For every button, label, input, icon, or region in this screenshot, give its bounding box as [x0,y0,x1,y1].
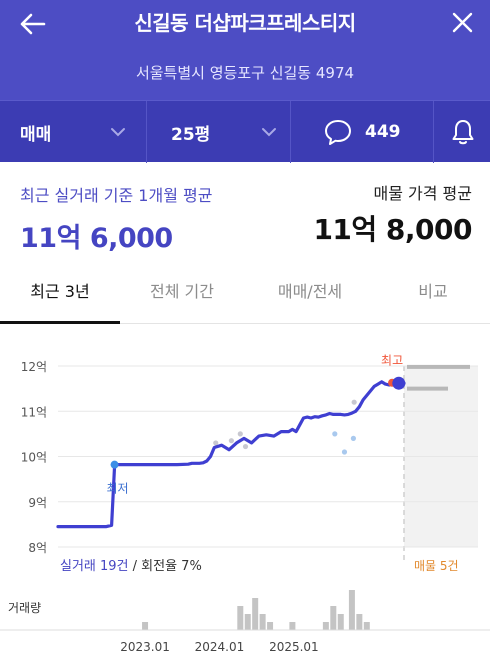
alarm-button[interactable] [434,101,490,163]
volume-bar [237,606,244,630]
address-text: 서울특별시 영등포구 신길동 4974 [135,64,355,82]
divider [146,101,147,163]
bell-icon [452,120,474,145]
recent-trade-value: 11억 6,000 [20,223,173,254]
high-point-label: 최고 [381,354,403,368]
trade-dot-blue [350,435,357,441]
price-line [56,380,406,529]
trade-dot [242,443,249,450]
volume-bar [289,622,296,630]
chevron-down-icon [111,128,125,137]
page-title: 신길동 더샵파크프레스티지 [134,11,356,35]
arrow-left-icon[interactable] [14,8,50,40]
x-tick-label: 2023.01 [120,640,170,654]
volume-bar [356,614,363,630]
x-tick-label: 2024.01 [195,640,245,654]
trade-count-legend: 실거래 19건 / 회전율 7% [60,559,202,574]
tab-recent-3y[interactable]: 최근 3년 [30,282,90,301]
trade-dot [351,399,357,405]
y-tick-label: 11억 [21,405,47,419]
tab-all-period[interactable]: 전체 기간 [150,282,214,301]
volume-bar [267,622,274,630]
volume-label: 거래량 [8,601,41,615]
period-tabs: 최근 3년 전체 기간 매매/전세 비교 [0,262,490,324]
low-point-marker [110,460,119,469]
divider [290,101,291,163]
filter-bar: 매매 25평 449 [0,100,490,163]
asking-price-value: 11억 8,000 [313,213,472,246]
y-tick-label: 12억 [21,360,47,374]
trade-dot-blue [332,431,338,437]
trade-type-label: 매매 [20,124,52,145]
close-icon[interactable] [444,8,480,40]
listing-count-legend: 매물 5건 [414,559,459,573]
y-tick-label: 8억 [28,541,47,555]
asking-range-bar [407,364,470,369]
recent-trade-label: 최근 실거래 기준 1개월 평균 [20,186,213,205]
volume-bar [348,590,355,630]
area-select[interactable]: 25평 [147,101,290,163]
speech-bubble-icon [325,120,351,145]
trade-dot [213,440,219,446]
volume-bar [252,598,259,630]
tab-trade-lease[interactable]: 매매/전세 [277,282,343,301]
volume-bar [337,614,344,630]
trade-dot [228,438,234,444]
asking-price-label: 매물 가격 평균 [373,184,473,203]
y-tick-label: 9억 [28,496,47,510]
volume-bar [142,622,149,630]
header: 신길동 더샵파크프레스티지 서울특별시 영등포구 신길동 4974 [0,0,490,100]
volume-bar [363,622,370,630]
volume-bar [322,622,329,630]
low-point-label: 최저 [107,482,129,496]
trade-dot [237,431,243,437]
trade-type-select[interactable]: 매매 [0,101,146,163]
x-tick-label: 2025.01 [269,640,319,654]
price-summary: 최근 실거래 기준 1개월 평균 11억 6,000 매물 가격 평균 11억 … [0,162,490,262]
tab-compare[interactable]: 비교 [418,282,448,301]
area-label: 25평 [171,124,211,145]
asking-range-bar [407,386,448,391]
chevron-down-icon [262,128,276,137]
current-point-marker [392,376,406,390]
y-tick-label: 10억 [21,451,47,465]
turnover-rate: / 회전율 7% [129,559,202,574]
volume-bar [244,614,251,630]
trade-dot-blue [341,449,348,455]
comments-button[interactable]: 449 [291,101,433,163]
comment-count: 449 [365,122,401,142]
trade-count: 실거래 19건 [60,559,129,574]
active-tab-indicator [0,321,120,324]
volume-bar [330,606,337,630]
volume-bar [259,614,266,630]
divider [433,101,434,163]
